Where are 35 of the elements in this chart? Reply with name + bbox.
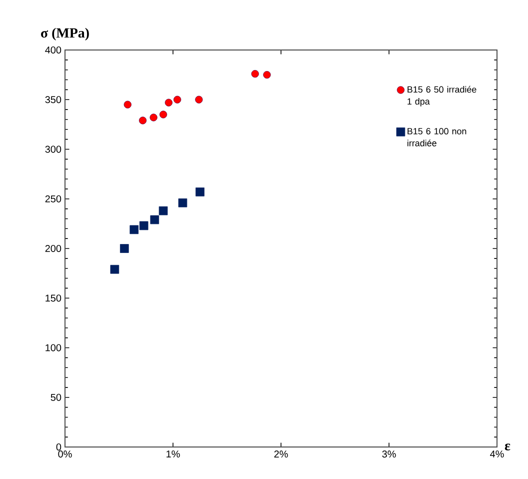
legend-label: B15 6 100 non irradiée	[407, 128, 466, 146]
point	[174, 96, 182, 104]
point	[263, 71, 271, 79]
point	[138, 116, 147, 124]
y-tick-label: 350	[45, 96, 62, 104]
y-tick-label: 50	[50, 394, 62, 401]
point	[196, 188, 204, 196]
point	[195, 96, 203, 104]
x-axis-title: ε	[504, 444, 510, 450]
point	[150, 215, 160, 224]
x-tick-label: 2%	[274, 450, 288, 458]
x-tick-label: 4%	[490, 450, 504, 458]
y-tick-label: 0	[56, 443, 62, 451]
point	[251, 70, 259, 78]
x-tick-label: 0%	[58, 450, 72, 458]
y-axis-title: σ (MPa)	[41, 28, 89, 40]
y-tick-label: 300	[45, 146, 62, 153]
y-tick-label: 200	[45, 244, 62, 252]
point	[139, 221, 148, 230]
point	[178, 198, 188, 208]
y-tick-label: 400	[45, 46, 62, 54]
x-tick-label: 1%	[166, 450, 180, 458]
point	[124, 100, 132, 108]
point	[130, 225, 139, 234]
legend-label: B15 6 50 irradiée 1 dpa	[408, 86, 476, 106]
point	[110, 264, 120, 274]
point	[150, 114, 158, 122]
point	[164, 98, 172, 106]
point	[159, 110, 168, 118]
point	[120, 244, 129, 253]
x-tick-label: 3%	[382, 450, 396, 458]
y-tick-label: 150	[46, 294, 62, 302]
y-tick-label: 100	[46, 344, 62, 352]
point	[158, 206, 168, 216]
y-tick-label: 250	[45, 195, 62, 202]
